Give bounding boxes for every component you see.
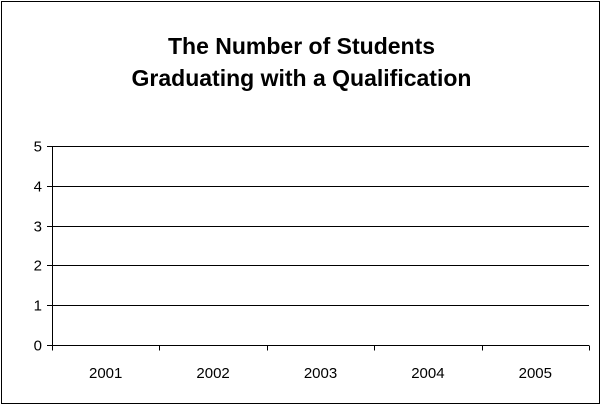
axes [47,146,589,346]
x-tick-label: 2001 [89,365,122,382]
x-tick-label: 2003 [304,365,337,382]
y-tick-label: 2 [34,258,42,275]
gridlines [52,146,589,306]
chart-title-line-1: The Number of Students [167,33,436,59]
x-tick-labels: 2001 2002 2003 2004 2005 [89,365,552,382]
chart-title: The Number of Students Graduating with a… [0,30,603,94]
x-tick-label: 2004 [411,365,444,382]
chart-title-line-2: Graduating with a Qualification [131,65,472,91]
y-tick-labels: 0 1 2 3 4 5 [34,139,42,355]
x-tick-label: 2005 [519,365,552,382]
y-tick-label: 4 [34,179,42,196]
y-tick-label: 1 [34,298,42,315]
y-tick-label: 3 [34,219,42,236]
x-tick-marks [52,345,590,351]
x-tick-label: 2002 [196,365,229,382]
y-tick-label: 0 [34,338,42,355]
y-tick-label: 5 [34,139,42,156]
